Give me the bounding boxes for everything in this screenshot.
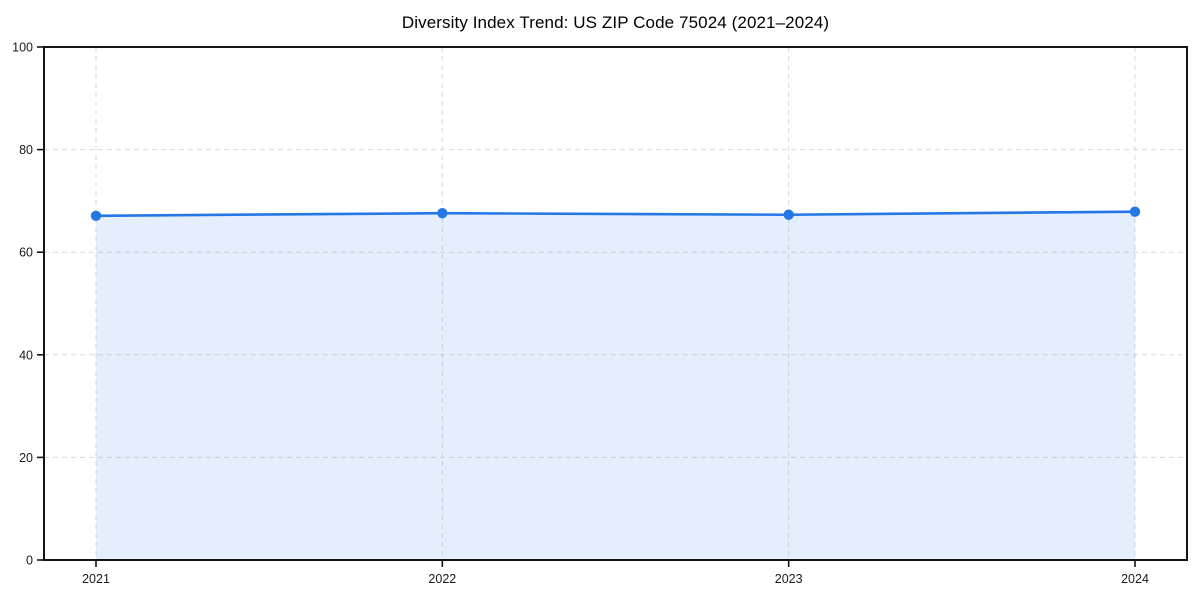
y-tick-label-40: 40 [19,348,33,362]
chart-title: Diversity Index Trend: US ZIP Code 75024… [401,13,830,32]
data-point-2024 [1129,206,1141,217]
plot-border [43,46,1188,561]
y-tick-label-20: 20 [19,451,33,465]
area-fill [96,211,1135,560]
y-tick-label-0: 0 [26,554,33,568]
x-tick-label-2024: 2024 [1121,572,1149,586]
x-tick-label-2023: 2023 [775,572,803,586]
y-tick-label-60: 60 [19,246,33,260]
x-tick-label-2022: 2022 [428,572,456,586]
trend-line [94,210,1137,218]
data-point-2021 [90,210,102,221]
y-tick-label-80: 80 [19,143,33,157]
x-tick-label-2021: 2021 [82,572,110,586]
y-tick-label-100: 100 [12,41,33,55]
data-point-2022 [437,208,448,219]
data-point-2023 [783,209,794,220]
